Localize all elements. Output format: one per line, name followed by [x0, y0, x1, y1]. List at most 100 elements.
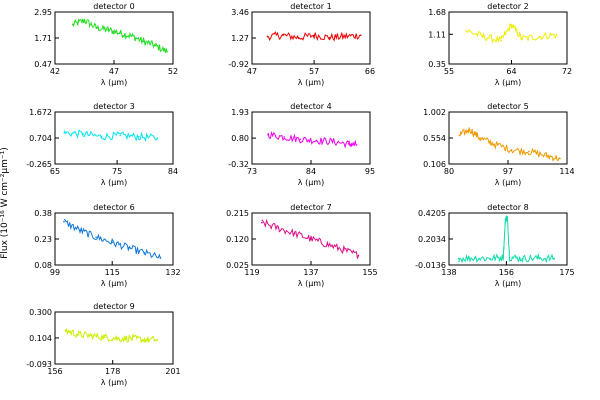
data-point [166, 51, 168, 53]
data-point [293, 232, 296, 235]
data-point [555, 33, 558, 36]
y-tick-label: 0.704 [29, 134, 52, 143]
data-point [266, 35, 269, 38]
data-point [130, 337, 132, 340]
x-axis-label: λ (μm) [101, 178, 127, 187]
data-point [119, 134, 122, 137]
x-tick-label: 73 [247, 167, 257, 176]
data-point [142, 40, 145, 43]
x-axis-label: λ (μm) [495, 78, 521, 87]
data-point [479, 137, 482, 140]
panel-9: detector 9 156 178 201 -0.093 0.104 0.300 λ (μm… [26, 302, 180, 387]
plot-frame [54, 212, 174, 266]
x-tick-label: 47 [247, 67, 257, 76]
x-tick-label: 119 [244, 268, 259, 277]
panel-title: detector 1 [290, 2, 331, 11]
y-tick-label: 1.93 [231, 108, 249, 117]
panel-6: detector 6 99 115 132 0.08 0.23 0.38 λ (μm) [34, 203, 180, 288]
data-point [310, 238, 312, 240]
x-axis-label: λ (μm) [298, 78, 324, 87]
y-tick-label: 1.68 [428, 8, 446, 17]
x-tick-label: 175 [559, 268, 574, 277]
y-tick-label: 1.71 [34, 34, 52, 43]
data-point [559, 157, 561, 160]
x-tick-label: 42 [50, 67, 60, 76]
series-line [63, 219, 161, 259]
y-tick-label: 0.025 [226, 261, 249, 270]
x-tick-label: 114 [559, 167, 574, 176]
data-point [493, 143, 495, 145]
x-axis-label: λ (μm) [101, 279, 127, 288]
data-point [111, 241, 114, 244]
data-point [277, 227, 280, 229]
panel-title: detector 3 [93, 102, 134, 111]
data-point [482, 35, 485, 38]
data-point [267, 133, 269, 136]
y-tick-label: -0.32 [228, 160, 249, 169]
panel-4: detector 4 73 84 95 -0.32 0.80 1.93 λ (μm) [228, 102, 375, 187]
x-axis-label: λ (μm) [495, 279, 521, 288]
data-point [77, 333, 80, 336]
data-point [331, 140, 334, 143]
data-point [299, 138, 302, 141]
y-tick-label: 0.106 [423, 160, 446, 169]
panel-2: detector 2 55 64 72 0.35 1.11 1.68 λ (μm) [428, 2, 572, 87]
data-point [315, 139, 318, 142]
x-tick-label: 115 [105, 268, 120, 277]
x-tick-label: 47 [109, 67, 119, 76]
x-tick-label: 156 [47, 367, 62, 376]
y-tick-label: -0.92 [228, 60, 249, 69]
data-point [71, 23, 74, 26]
data-point [328, 36, 331, 39]
data-point [138, 135, 140, 138]
y-tick-label: 1.002 [423, 108, 446, 117]
data-point [64, 329, 67, 332]
x-tick-label: 201 [165, 367, 180, 376]
x-tick-label: 64 [506, 67, 516, 76]
x-tick-label: 137 [303, 268, 318, 277]
x-tick-label: 138 [441, 268, 456, 277]
x-axis-label: λ (μm) [495, 178, 521, 187]
data-point [504, 218, 507, 220]
y-tick-label: 0.08 [34, 261, 52, 270]
data-point [95, 236, 97, 239]
series-line [267, 31, 361, 42]
x-tick-label: 66 [365, 67, 375, 76]
data-point [537, 257, 540, 259]
y-tick-label: 1.11 [428, 30, 446, 39]
data-point [282, 34, 284, 37]
data-point [457, 257, 460, 260]
y-tick-label: 0.47 [34, 60, 52, 69]
series-line [65, 327, 158, 344]
x-axis-label: λ (μm) [101, 378, 127, 387]
data-point [90, 335, 93, 337]
y-tick-label: 0.300 [29, 308, 52, 317]
y-tick-label: 0.38 [34, 209, 52, 218]
plot-frame [448, 111, 568, 165]
data-point [473, 257, 476, 259]
data-point [359, 34, 362, 37]
plot-frame [54, 11, 174, 65]
data-point [458, 134, 461, 137]
data-point [100, 135, 103, 138]
shared-y-axis-label: Flux (10⁻¹⁶ W cm⁻²μm⁻¹) [0, 147, 10, 259]
data-point [82, 133, 84, 135]
y-tick-label: 0.554 [423, 134, 446, 143]
x-tick-label: 97 [503, 167, 513, 176]
data-point [83, 19, 86, 22]
data-point [283, 136, 285, 138]
y-tick-label: 2.95 [34, 8, 52, 17]
panel-title: detector 0 [93, 2, 134, 11]
x-axis-label: λ (μm) [298, 178, 324, 187]
panel-title: detector 7 [290, 203, 331, 212]
x-axis-label: λ (μm) [298, 279, 324, 288]
data-point [130, 35, 133, 37]
panel-title: detector 2 [487, 2, 528, 11]
data-point [63, 220, 65, 223]
x-tick-label: 84 [306, 167, 316, 176]
data-point [489, 257, 492, 260]
data-point [342, 249, 345, 251]
data-point [357, 254, 360, 257]
data-point [156, 338, 159, 341]
x-tick-label: 65 [50, 167, 60, 176]
